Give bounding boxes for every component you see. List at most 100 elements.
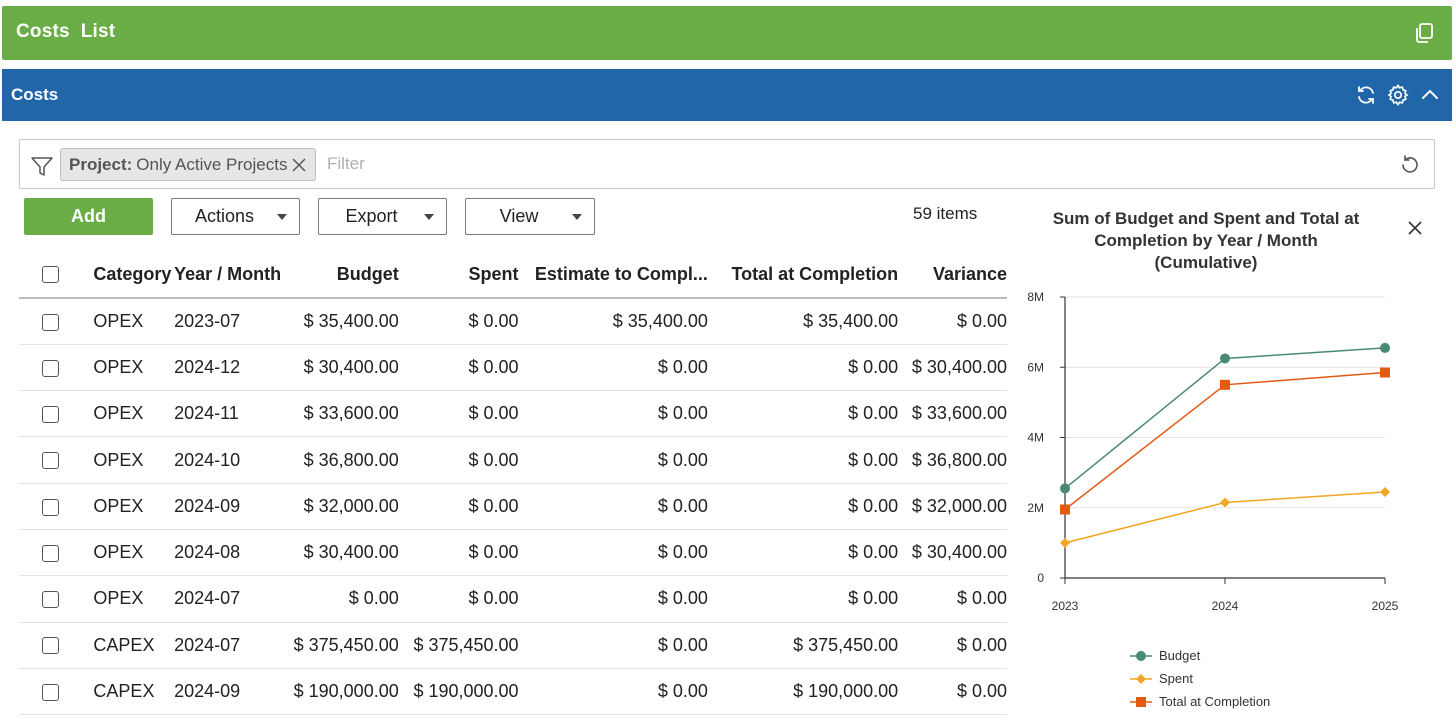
budget-cell: $ 190,000.00 [292,668,399,716]
row-checkbox[interactable] [41,683,59,701]
budget-cell: $ 375,450.00 [292,622,399,669]
row-checkbox[interactable] [41,498,59,516]
spent-cell: $ 0.00 [398,298,519,345]
caret-down-icon [424,213,434,220]
row-checkbox[interactable] [41,452,59,470]
line-chart: 0 2M 4M 6M 8M 2023 2024 2025 [1027,290,1398,613]
column-header-estimate-to-complete[interactable]: Estimate to Compl... [518,251,708,299]
select-all-checkbox[interactable] [41,266,59,284]
y-tick-label: 0 [1037,571,1044,585]
y-tick-label: 2M [1027,501,1044,515]
row-checkbox[interactable] [41,544,59,562]
close-icon[interactable] [1407,220,1423,236]
row-checkbox[interactable] [41,591,59,609]
actions-dropdown[interactable]: Actions [171,198,300,235]
filter-input[interactable] [325,150,725,178]
variance-cell: $ 30,400.00 [898,529,1007,577]
estimate-cell: $ 0.00 [518,575,708,623]
filter-icon[interactable] [30,154,54,178]
spent-cell: $ 190,000.00 [398,668,519,716]
variance-cell: $ 0.00 [898,668,1007,716]
export-dropdown[interactable]: Export [318,198,447,235]
table-row[interactable]: CAPEX 2024-09 $ 190,000.00 $ 190,000.00 $ 0.… [19,668,1007,716]
chart-panel: Sum of Budget and Spent and Total at Com… [1010,200,1450,720]
category-cell: OPEX [81,575,175,623]
category-cell: OPEX [81,344,175,392]
total-at-completion-legend-swatch [1130,696,1152,707]
table-row[interactable]: OPEX 2024-07 $ 0.00 $ 0.00 $ 0.00 $ 0.00 $ 0.0… [19,575,1007,623]
y-tick-label: 8M [1027,290,1044,304]
row-checkbox[interactable] [41,359,59,377]
estimate-cell: $ 0.00 [518,390,708,438]
variance-cell: $ 0.00 [898,298,1007,345]
caret-down-icon [277,213,287,220]
total-at-completion-point [1380,367,1390,378]
column-header-spent[interactable]: Spent [398,251,519,299]
table-row[interactable]: OPEX 2024-12 $ 30,400.00 $ 0.00 $ 0.00 $ 0.00… [19,344,1007,392]
column-header-year-month[interactable]: Year / Month [174,251,293,299]
year-month-cell: 2024-07 [174,575,293,623]
spent-cell: $ 0.00 [398,483,519,530]
variance-cell: $ 0.00 [898,622,1007,669]
project-filter-chip[interactable]: Project: Only Active Projects [60,148,317,181]
legend-item-spent[interactable]: Spent [1130,667,1270,690]
row-checkbox[interactable] [41,313,59,331]
year-month-cell: 2024-09 [174,483,293,530]
variance-cell: $ 33,600.00 [898,390,1007,438]
total-at-completion-cell: $ 35,400.00 [707,298,899,345]
legend-label: Total at Completion [1159,694,1271,709]
table-row[interactable]: OPEX 2024-08 $ 30,400.00 $ 0.00 $ 0.00 $ 0.00… [19,529,1007,577]
legend-label: Spent [1159,671,1193,686]
add-button[interactable]: Add [24,198,153,235]
close-icon[interactable] [291,157,307,173]
caret-down-icon [572,213,582,220]
column-header-category[interactable]: Category [81,251,175,299]
total-at-completion-cell: $ 190,000.00 [707,668,899,716]
table-row[interactable]: OPEX 2024-10 $ 36,800.00 $ 0.00 $ 0.00 $ 0.00… [19,436,1007,484]
reset-icon[interactable] [1398,153,1422,177]
budget-cell: $ 36,800.00 [292,436,399,484]
category-cell: OPEX [81,529,175,577]
estimate-cell: $ 0.00 [518,344,708,392]
column-header-total-at-completion[interactable]: Total at Completion [707,251,899,299]
total-at-completion-cell: $ 0.00 [707,529,899,577]
category-cell: OPEX [81,483,175,530]
costs-table: Category Year / Month Budget Spent Estim… [19,251,1007,716]
spent-cell: $ 0.00 [398,344,519,392]
total-at-completion-cell: $ 0.00 [707,344,899,392]
chevron-up-icon[interactable] [1418,83,1442,107]
column-header-budget[interactable]: Budget [292,251,399,299]
chart-title: Sum of Budget and Spent and Total at Com… [1052,209,1360,272]
spent-legend-swatch [1130,673,1152,684]
budget-cell: $ 35,400.00 [292,298,399,345]
row-checkbox[interactable] [41,405,59,423]
table-row[interactable]: OPEX 2023-07 $ 35,400.00 $ 0.00 $ 35,400.00 $… [19,298,1007,345]
category-cell: OPEX [81,390,175,438]
gear-icon[interactable] [1386,83,1410,107]
page-header: Costs List [2,6,1452,60]
legend-item-budget[interactable]: Budget [1130,644,1270,667]
variance-cell: $ 0.00 [898,575,1007,623]
row-checkbox[interactable] [41,637,59,655]
spent-point [1380,486,1390,497]
table-row[interactable]: OPEX 2024-11 $ 33,600.00 $ 0.00 $ 0.00 $ 0.00… [19,390,1007,438]
budget-line [1064,347,1386,490]
total-at-completion-point [1220,379,1230,390]
refresh-icon[interactable] [1354,83,1378,107]
variance-cell: $ 30,400.00 [898,344,1007,392]
year-month-cell: 2024-07 [174,622,293,669]
chart-legend: Budget Spent Total at Completion [1130,644,1270,713]
legend-item-total-at-completion[interactable]: Total at Completion [1130,690,1270,713]
table-row[interactable]: CAPEX 2024-07 $ 375,450.00 $ 375,450.00 $ 0.… [19,622,1007,669]
year-month-cell: 2024-11 [174,390,293,438]
budget-legend-swatch [1130,650,1152,661]
x-tick-label: 2024 [1212,599,1239,613]
spent-cell: $ 0.00 [398,575,519,623]
estimate-cell: $ 0.00 [518,668,708,716]
column-header-variance[interactable]: Variance [898,251,1007,299]
total-at-completion-cell: $ 0.00 [707,436,899,484]
table-row[interactable]: OPEX 2024-09 $ 32,000.00 $ 0.00 $ 0.00 $ 0.00… [19,483,1007,530]
view-dropdown[interactable]: View [465,198,595,235]
spent-cell: $ 0.00 [398,390,519,438]
copy-icon[interactable] [1412,21,1436,45]
